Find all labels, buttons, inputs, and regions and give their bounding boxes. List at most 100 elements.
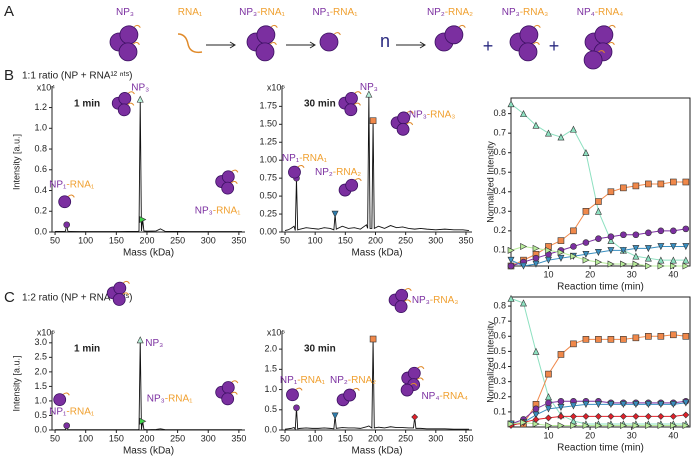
marker [619,412,627,420]
y-tick-label: 0.6 [493,331,506,341]
protein-icon [400,383,414,397]
marker [544,129,552,137]
marker [645,333,652,340]
marker [520,109,527,117]
marker [532,411,540,419]
time-annotation: 30 min [304,99,336,110]
marker [595,258,603,266]
marker [645,422,653,429]
x-tick-label: 150 [109,433,124,443]
marker [607,233,615,240]
y-tick-label: 0.2 [34,206,47,216]
species-label: NP₁-RNA₁ [49,179,95,190]
rna-icon [231,380,239,384]
y-tick-label: 1.25 [259,137,277,147]
rna-icon [533,42,540,46]
x-tick-label: 250 [398,433,413,443]
species-label: NP₄-RNA₄ [421,391,468,402]
rna-icon [230,180,238,185]
marker [507,100,515,108]
marker [557,254,565,262]
rna-name: -RNA₂ [348,374,376,385]
marker [570,422,578,429]
y-axis-label: Normalized Intensity [485,141,495,223]
rna-icon [354,178,362,182]
marker [670,262,678,270]
protein-icon [118,42,138,62]
species-label: NP₃ [360,82,378,93]
row-title: 1:2 ratio (NP + RNA¹² ⁿᵗˢ) [22,293,132,304]
marker [293,404,300,412]
marker [545,422,553,429]
marker [532,420,540,428]
species-label: NP₃-RNA₁ [195,205,241,216]
marker [682,262,690,270]
y-tick-label: 0.4 [34,185,47,195]
marker [365,90,373,98]
protein-icon [221,181,235,195]
rna-name: -RNA₁ [66,406,94,417]
marker [669,401,677,408]
protein-icon [345,91,358,105]
x-tick-label: 350 [231,235,246,245]
protein-icon [396,122,410,136]
y-tick-label: 0.5 [264,404,277,414]
y-tick-label: 0.8 [493,108,506,118]
y-tick-label: 0.2 [493,225,506,235]
protein-name: NP₃ [239,7,257,18]
protein-name: NP₂ [427,7,445,18]
marker [520,418,528,426]
protein-name: NP₃ [131,82,149,93]
species-label: NP₃ [131,82,149,93]
x-tick-label: 50 [50,433,60,443]
rna-icon [417,366,425,370]
marker [632,245,640,253]
rna-icon [534,24,541,28]
rna-icon [271,24,278,28]
marker [557,351,565,358]
y-tick-label: 2.0 [264,344,277,354]
axis-multiplier: x10⁶ [37,327,56,337]
panel-label: B [4,67,14,84]
species-label: NP₂-RNA₂ [427,7,473,18]
y-tick-label: 2.0 [34,366,47,376]
marker [507,294,515,302]
marker [607,412,615,420]
marker [520,242,528,250]
marker [682,411,690,419]
rna-icon [127,102,135,106]
protein-name: NP₁ [49,406,67,417]
marker [682,399,690,407]
panel-label: A [4,3,14,20]
y-tick-label: 1.5 [264,364,277,374]
marker [670,422,678,429]
protein-icon [343,388,357,402]
marker [620,336,627,343]
rna-icon [295,387,303,391]
marker [644,412,652,420]
marker [557,398,565,405]
marker [582,336,590,343]
protein-icon [319,32,339,52]
y-tick-label: 1.0 [34,123,47,133]
marker [532,254,540,262]
marker [557,237,565,244]
row-title: 1:1 ratio (NP + RNA¹² ⁿᵗˢ) [22,71,132,82]
y-tick-label: 0.25 [259,208,277,218]
protein-icon [221,170,235,184]
marker [545,399,552,407]
marker [645,262,653,270]
y-tick-label: 0.1 [493,406,506,416]
marker [507,420,515,428]
marker [607,401,615,408]
y-tick-label: 0.7 [493,128,506,138]
marker [607,247,615,255]
y-axis-label: Intensity [a.u.] [11,355,21,411]
marker [657,412,665,420]
protein-name: NP₃ [147,393,165,404]
arrow [396,41,426,49]
y-tick-label: 0.0 [34,424,47,434]
rna-name: -RNA₂ [333,167,361,178]
marker [582,250,590,258]
